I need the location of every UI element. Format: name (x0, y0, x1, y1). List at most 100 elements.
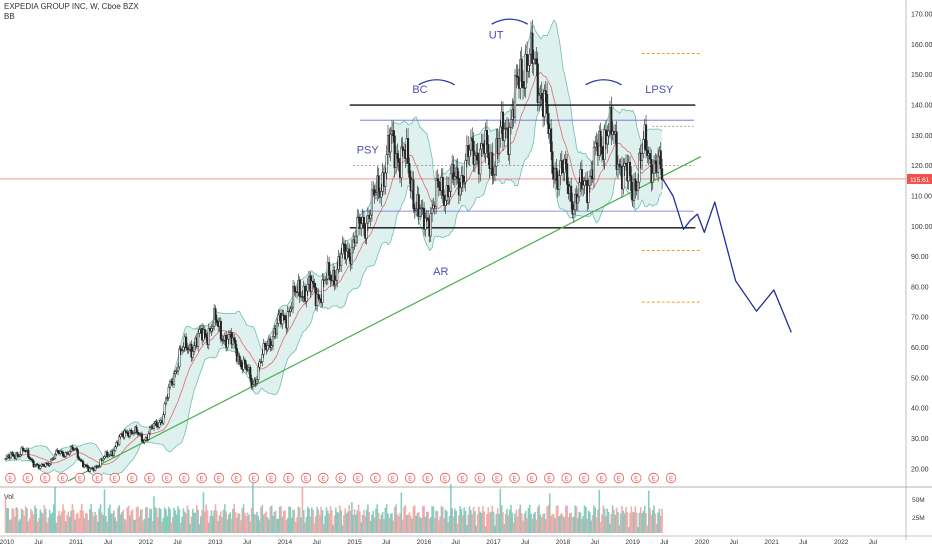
earnings-marker (526, 472, 538, 484)
volume-bar (490, 511, 492, 533)
volume-bar (631, 511, 634, 533)
volume-bar (218, 515, 221, 533)
volume-bar (610, 513, 613, 533)
volume-bar (335, 507, 337, 533)
volume-bar (565, 505, 567, 533)
down-candle (551, 151, 554, 174)
down-candle (392, 130, 395, 137)
volume-bar (118, 505, 121, 533)
down-candle (243, 359, 246, 365)
volume-bar (585, 507, 587, 533)
up-candle (162, 414, 165, 424)
volume-bar (286, 518, 289, 533)
volume-bar (119, 514, 122, 533)
down-candle (31, 459, 34, 462)
volume-bar (304, 522, 306, 533)
volume-bar (558, 516, 560, 533)
earnings-marker-label: E (304, 477, 308, 483)
volume-bar (639, 507, 642, 533)
volume-bar (466, 524, 468, 533)
volume-bar (220, 511, 222, 533)
volume-bar (393, 507, 396, 533)
volume-bar (89, 509, 91, 533)
volume-bar (551, 513, 554, 533)
earnings-marker-label: E (669, 477, 673, 483)
up-candle (606, 135, 609, 145)
down-candle (412, 179, 415, 209)
volume-bar (396, 514, 399, 533)
up-candle (33, 464, 37, 467)
volume-bar (400, 492, 403, 533)
earnings-marker (457, 472, 468, 484)
volume-bar (630, 506, 633, 533)
up-candle (415, 208, 418, 211)
volume-bar (40, 512, 43, 533)
volume-bar (67, 511, 70, 533)
up-candle (68, 451, 71, 455)
volume-bar (123, 518, 126, 533)
earnings-marker (665, 472, 677, 484)
volume-bar (527, 507, 530, 533)
volume-bar (409, 515, 412, 533)
volume-bar (407, 514, 409, 533)
y-tick-label: 50.00 (911, 375, 929, 382)
x-tick-label: Jul (312, 539, 321, 546)
volume-bar (602, 505, 605, 533)
indicator-label: BB (4, 12, 15, 21)
up-candle (538, 94, 541, 103)
down-candle (282, 314, 285, 317)
up-candle (152, 423, 156, 429)
y-tick-label: 90.00 (911, 254, 929, 261)
volume-bar (480, 512, 483, 533)
annotation-arc (491, 18, 528, 25)
volume-bar (486, 514, 488, 533)
up-candle (20, 447, 23, 455)
annotation-arc (585, 79, 622, 86)
volume-bar (221, 517, 223, 533)
down-candle (190, 344, 193, 358)
chart-header: EXPEDIA GROUP INC, W, Cboe BZX BB (4, 2, 139, 22)
x-tick-label: Jul (521, 539, 530, 546)
volume-tick-label: 25M (912, 515, 925, 522)
earnings-marker (405, 472, 416, 484)
volume-bar (495, 513, 498, 533)
down-candle (401, 146, 404, 151)
volume-bar (408, 512, 411, 533)
up-candle (48, 463, 51, 466)
up-candle (528, 54, 531, 66)
earnings-marker (92, 472, 103, 484)
volume-bar (30, 508, 32, 533)
volume-bar (24, 506, 27, 533)
up-candle (44, 462, 47, 467)
earnings-marker (422, 472, 433, 484)
volume-bar (518, 508, 520, 533)
volume-bar (552, 514, 555, 533)
x-tick-label: 2018 (556, 539, 571, 546)
volume-bar (238, 513, 241, 533)
volume-bar (651, 509, 654, 533)
volume-bar (98, 508, 100, 533)
earnings-marker (74, 472, 86, 484)
volume-bar (532, 513, 535, 533)
earnings-marker (318, 472, 329, 484)
y-tick-label: 150.00 (911, 72, 932, 79)
volume-bar (471, 514, 474, 533)
down-candle (298, 279, 301, 297)
volume-bar (618, 525, 621, 533)
volume-bar (293, 510, 296, 533)
up-candle (503, 128, 506, 141)
volume-bar (364, 516, 367, 533)
down-candle (540, 93, 543, 100)
down-candle (79, 459, 82, 461)
volume-bar (583, 505, 586, 533)
volume-bar (187, 509, 190, 533)
down-candle (570, 185, 573, 202)
up-candle (419, 208, 422, 217)
volume-bar (420, 518, 423, 533)
up-candle (258, 361, 261, 368)
up-candle (380, 191, 383, 198)
volume-bar (643, 505, 646, 533)
volume-bar (555, 506, 558, 533)
volume-bar (209, 516, 211, 533)
down-candle (28, 457, 31, 459)
